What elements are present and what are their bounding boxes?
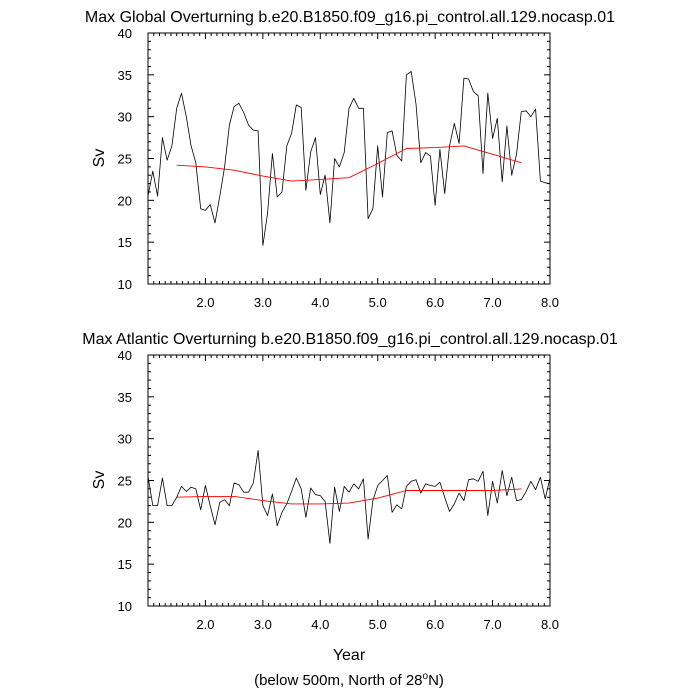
global-y-tick-label: 30	[118, 110, 132, 125]
global-y-tick-label: 40	[118, 26, 132, 41]
global-x-tick-label: 7.0	[484, 295, 502, 310]
atlantic-x-tick-label: 3.0	[254, 617, 272, 632]
global-overturning-title: Max Global Overturning b.e20.B1850.f09_g…	[85, 9, 615, 26]
atlantic-y-tick-label: 30	[118, 432, 132, 447]
atlantic-overturning-title: Max Atlantic Overturning b.e20.B1850.f09…	[82, 331, 618, 348]
atlantic-x-tick-label: 8.0	[541, 617, 559, 632]
global-x-tick-label: 8.0	[541, 295, 559, 310]
global-x-tick-label: 4.0	[311, 295, 329, 310]
global-y-tick-label: 10	[118, 277, 132, 292]
atlantic-annual-max-line	[147, 449, 551, 544]
global-y-axis-label: Sv	[91, 149, 108, 168]
atlantic-x-tick-label: 6.0	[426, 617, 444, 632]
atlantic-x-tick-label: 4.0	[311, 617, 329, 632]
atlantic-y-tick-label: 15	[118, 557, 132, 572]
atlantic-y-tick-label: 20	[118, 515, 132, 530]
atlantic-y-tick-label: 10	[118, 599, 132, 614]
atlantic-x-tick-label: 7.0	[484, 617, 502, 632]
atlantic-x-tick-label: 2.0	[196, 617, 214, 632]
global-annual-max-line	[147, 71, 551, 246]
global-plot-frame	[147, 32, 551, 285]
atlantic-overturning-panel: Max Atlantic Overturning b.e20.B1850.f09…	[82, 331, 618, 664]
global-overturning-panel: Max Global Overturning b.e20.B1850.f09_g…	[85, 9, 615, 310]
global-y-tick-label: 35	[118, 68, 132, 83]
global-y-tick-label: 25	[118, 152, 132, 167]
global-x-tick-label: 5.0	[369, 295, 387, 310]
atlantic-y-tick-label: 40	[118, 348, 132, 363]
x-axis-label-year: Year	[333, 647, 366, 664]
atlantic-y-tick-label: 25	[118, 474, 132, 489]
atlantic-plot-frame	[147, 354, 551, 607]
atlantic-running-mean-line	[176, 488, 522, 505]
global-x-tick-label: 2.0	[196, 295, 214, 310]
atlantic-y-axis-label: Sv	[91, 471, 108, 490]
global-y-tick-label: 20	[118, 193, 132, 208]
global-running-mean-line	[176, 145, 522, 182]
global-x-tick-label: 3.0	[254, 295, 272, 310]
atlantic-x-tick-label: 5.0	[369, 617, 387, 632]
global-x-tick-label: 6.0	[426, 295, 444, 310]
atlantic-y-tick-label: 35	[118, 390, 132, 405]
figure-footnote: (below 500m, North of 28oN)	[254, 671, 444, 689]
global-y-tick-label: 15	[118, 235, 132, 250]
